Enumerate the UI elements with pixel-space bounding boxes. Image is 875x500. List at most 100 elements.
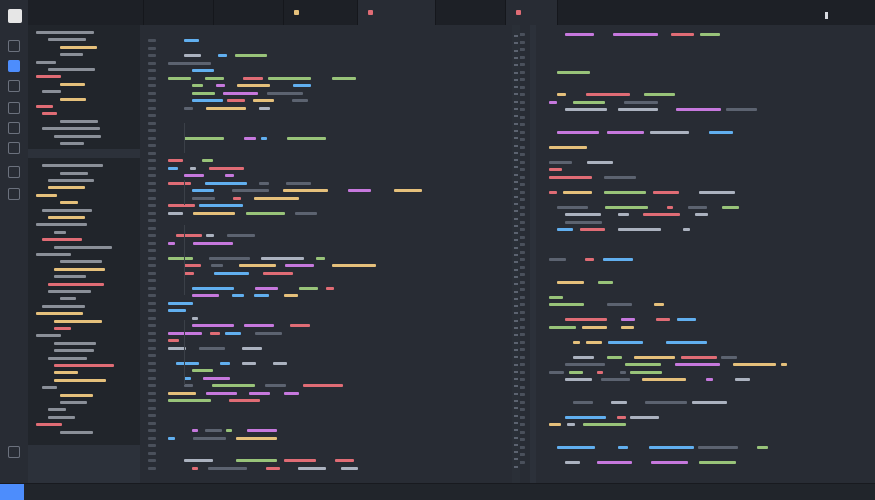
- tree-item[interactable]: [60, 97, 86, 101]
- minimap-line: [514, 451, 518, 454]
- tree-item[interactable]: [42, 208, 92, 212]
- tree-item[interactable]: [54, 364, 114, 367]
- editor-right[interactable]: [513, 25, 875, 483]
- code-token: [168, 76, 191, 80]
- explorer-icon[interactable]: [8, 40, 20, 52]
- line-number: [148, 144, 156, 147]
- tree-item[interactable]: [36, 60, 56, 64]
- tree-item[interactable]: [48, 68, 95, 71]
- code-token: [671, 33, 694, 36]
- code-token: [557, 130, 599, 134]
- tree-item[interactable]: [36, 105, 53, 108]
- tree-item[interactable]: [54, 349, 94, 353]
- line-number: [517, 355, 525, 359]
- tree-item[interactable]: [42, 112, 57, 116]
- tree-item[interactable]: [36, 312, 83, 316]
- tree-item[interactable]: [48, 216, 85, 219]
- tree-item[interactable]: [54, 341, 96, 345]
- line-number: [148, 106, 156, 110]
- tab-4[interactable]: [284, 0, 358, 25]
- tree-item[interactable]: [36, 193, 57, 197]
- tree-item[interactable]: [54, 275, 86, 279]
- tree-item[interactable]: [60, 401, 87, 404]
- tree-item[interactable]: [54, 319, 102, 323]
- tree-item[interactable]: [54, 245, 112, 249]
- explorer-section-header[interactable]: [28, 149, 140, 158]
- tab-1[interactable]: [28, 0, 144, 25]
- line-number: [517, 363, 525, 366]
- tree-item[interactable]: [60, 430, 93, 434]
- extensions-icon[interactable]: [8, 142, 20, 154]
- code-token: [193, 436, 226, 440]
- tree-item[interactable]: [54, 378, 106, 382]
- search-icon[interactable]: [8, 80, 20, 92]
- tree-item[interactable]: [60, 119, 98, 123]
- tree-item[interactable]: [36, 253, 71, 256]
- tree-item[interactable]: [54, 267, 105, 271]
- tree-item[interactable]: [36, 223, 87, 227]
- code-token: [192, 294, 219, 297]
- remote-indicator[interactable]: [0, 484, 24, 500]
- minimap-line: [514, 210, 518, 213]
- terminal-icon[interactable]: [8, 188, 20, 200]
- tree-item[interactable]: [48, 186, 85, 190]
- tree-item[interactable]: [42, 238, 82, 242]
- tab-3[interactable]: [214, 0, 284, 25]
- tree-item[interactable]: [60, 260, 102, 264]
- tab-2[interactable]: [144, 0, 214, 25]
- tab-6[interactable]: [436, 0, 506, 25]
- settings-icon[interactable]: [8, 446, 20, 458]
- tree-item[interactable]: [42, 386, 57, 390]
- minimap-line: [514, 275, 518, 278]
- code-token: [285, 264, 314, 267]
- minimap-left[interactable]: [512, 25, 520, 483]
- tree-item[interactable]: [60, 297, 76, 301]
- editor-left[interactable]: [140, 25, 513, 483]
- minimap-line: [514, 129, 518, 132]
- tree-item[interactable]: [54, 327, 71, 330]
- minimap-line: [514, 297, 518, 300]
- tree-item[interactable]: [36, 75, 61, 79]
- tree-item[interactable]: [60, 142, 84, 145]
- code-token: [597, 460, 632, 464]
- tree-item[interactable]: [60, 171, 88, 175]
- tree-item[interactable]: [60, 201, 78, 205]
- tree-item[interactable]: [42, 164, 103, 168]
- split-editor-icon[interactable]: [825, 12, 828, 19]
- minimap-line: [514, 64, 518, 67]
- tree-item[interactable]: [42, 127, 100, 131]
- tree-item[interactable]: [48, 415, 75, 419]
- add-icon[interactable]: [8, 60, 20, 72]
- tree-item[interactable]: [60, 393, 93, 397]
- tree-item[interactable]: [48, 38, 86, 42]
- tree-item[interactable]: [54, 134, 101, 138]
- minimap-line: [514, 356, 518, 359]
- tree-item[interactable]: [42, 90, 61, 94]
- tree-item[interactable]: [48, 282, 104, 286]
- tree-item[interactable]: [48, 356, 87, 360]
- tree-item[interactable]: [54, 371, 78, 375]
- tree-item[interactable]: [36, 423, 62, 427]
- tree-item[interactable]: [60, 82, 85, 86]
- tree-item[interactable]: [42, 304, 85, 308]
- scrollbar-right[interactable]: [530, 25, 536, 483]
- code-token: [688, 205, 707, 209]
- tree-item[interactable]: [36, 31, 94, 34]
- tree-item[interactable]: [60, 53, 83, 57]
- code-token: [549, 370, 564, 374]
- tree-item[interactable]: [36, 334, 61, 338]
- tree-item[interactable]: [48, 290, 91, 293]
- git-icon[interactable]: [8, 102, 20, 114]
- code-token: [676, 108, 721, 111]
- tree-item[interactable]: [60, 45, 97, 49]
- run-icon[interactable]: [8, 166, 20, 178]
- minimap-line: [514, 414, 518, 417]
- tree-item[interactable]: [54, 230, 66, 234]
- tab-5[interactable]: [358, 0, 436, 25]
- code-token: [192, 466, 198, 470]
- minimap-line: [514, 378, 518, 381]
- tree-item[interactable]: [48, 408, 66, 412]
- debug-icon[interactable]: [8, 122, 20, 134]
- tab-7[interactable]: [506, 0, 558, 25]
- tree-item[interactable]: [48, 179, 94, 182]
